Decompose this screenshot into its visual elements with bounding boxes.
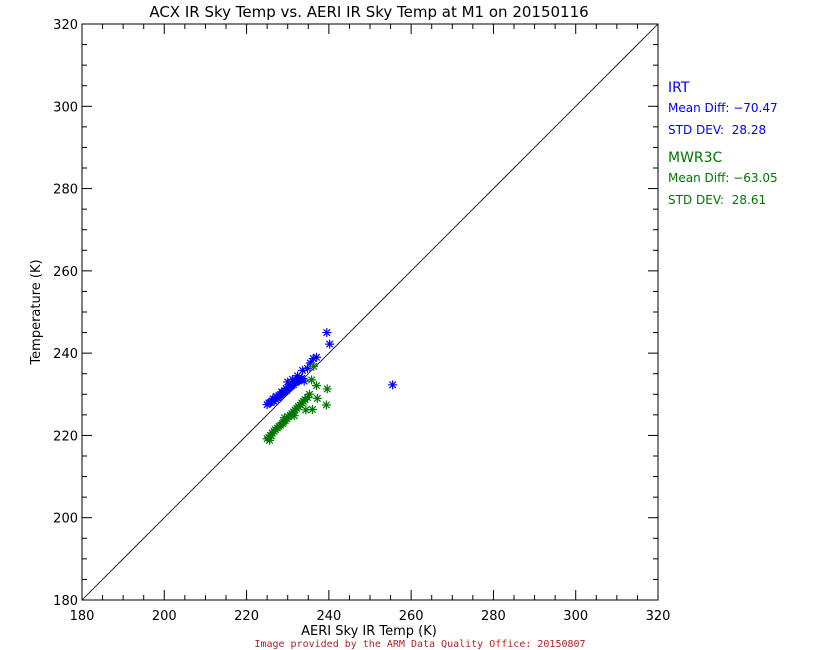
std-label: STD DEV: [668,193,725,207]
legend-irt-name: IRT [668,80,690,96]
legend-mwr3c-std: STD DEV: 28.61 [668,189,778,211]
legend-mwr3c: MWR3C Mean Diff: −63.05 STD DEV: 28.61 [668,149,778,211]
data-point [325,339,335,349]
x-tick-label: 220 [234,609,259,624]
data-point [277,387,287,397]
series-mwr3c [262,361,332,445]
data-point [271,391,281,401]
data-points [262,328,398,445]
mean-label: Mean Diff: [668,171,730,185]
data-point [312,381,322,391]
data-point [289,411,299,421]
data-point [288,374,298,384]
data-point [281,384,291,394]
data-point [279,413,289,423]
data-point [305,358,315,368]
std-label: STD DEV: [668,123,725,137]
data-point [322,328,332,338]
credit-text: Image provided by the ARM Data Quality O… [254,639,585,650]
data-point [265,435,275,445]
data-point [307,405,317,415]
y-tick-label: 180 [53,594,78,609]
data-point [388,380,398,390]
y-tick-label: 300 [53,100,78,115]
data-point [322,384,332,394]
data-point [321,400,331,410]
data-point [312,352,322,362]
x-tick-label: 320 [646,609,671,624]
x-tick-label: 260 [399,609,424,624]
x-tick-label: 200 [152,609,177,624]
data-point [266,431,276,441]
mean-label: Mean Diff: [668,101,730,115]
y-tick-label: 320 [53,18,78,33]
x-tick-label: 300 [563,609,588,624]
series-irt [262,328,398,410]
axis-ticks: 180 200 220 240 260 280 300 320 180 200 220 240 260 2… [53,18,670,624]
y-tick-label: 280 [53,183,78,198]
data-point [283,377,293,387]
y-axis-title: Temperature (K) [29,259,44,365]
data-point [307,375,317,385]
x-tick-label: 280 [481,609,506,624]
chart-title: ACX IR Sky Temp vs. AERI IR Sky Temp at … [149,3,588,21]
legend-mwr3c-mean: Mean Diff: −63.05 [668,167,778,189]
mean-value: −63.05 [733,171,778,185]
identity-line [81,23,659,601]
data-point [308,353,318,363]
x-tick-label: 240 [316,609,341,624]
data-point [299,376,309,386]
data-point [305,389,315,399]
legend-irt-std: STD DEV: 28.28 [668,119,778,141]
y-tick-label: 260 [53,265,78,280]
std-value: 28.28 [731,123,767,137]
legend-mwr3c-name: MWR3C [668,150,723,166]
y-tick-label: 220 [53,429,78,444]
data-point [309,361,319,371]
data-point [302,363,312,373]
data-point [302,393,312,403]
y-tick-label: 240 [53,347,78,362]
std-value: 28.61 [731,193,767,207]
y-tick-label: 200 [53,512,78,527]
data-point [301,405,311,415]
data-point [298,365,308,375]
data-point [312,393,322,403]
x-tick-label: 180 [70,609,95,624]
mean-value: −70.47 [733,101,778,115]
data-point [293,371,303,381]
x-axis-title: AERI Sky IR Temp (K) [301,624,437,639]
legend-irt-mean: Mean Diff: −70.47 [668,97,778,119]
legend-irt: IRT Mean Diff: −70.47 STD DEV: 28.28 [668,79,778,141]
